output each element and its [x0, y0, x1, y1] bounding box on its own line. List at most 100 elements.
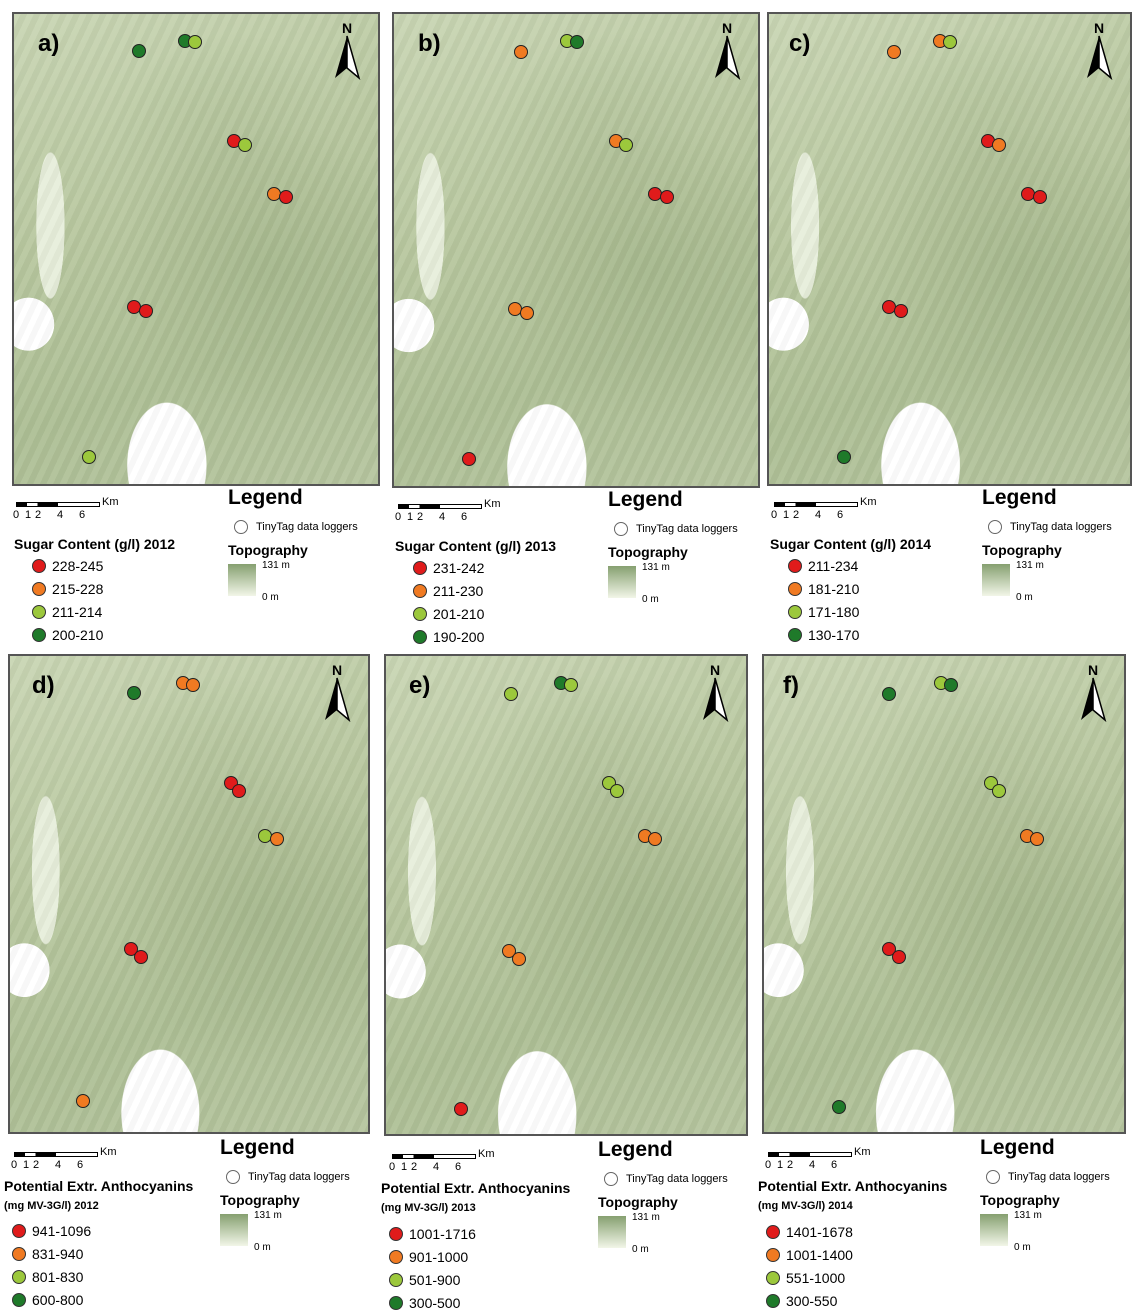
site-marker — [270, 832, 284, 846]
class-label: 300-550 — [786, 1293, 838, 1309]
scale-tick: 0 — [13, 509, 20, 521]
scale-tick: 6 — [455, 1161, 462, 1173]
variable-subtitle: (mg MV-3G/l) 2013 — [381, 1202, 476, 1214]
logger-label: TinyTag data loggers — [256, 521, 358, 533]
legend-class: 171-180 — [788, 604, 859, 620]
class-swatch-orange — [32, 582, 46, 596]
topography-min: 0 m — [1014, 1242, 1031, 1253]
variable-title: Sugar Content (g/l) 2012 — [14, 536, 176, 552]
north-label: N — [1087, 662, 1099, 678]
logger-ring-icon — [986, 1170, 1000, 1184]
site-marker — [943, 35, 957, 49]
logger-legend-item: TinyTag data loggers — [986, 1170, 1110, 1184]
scale-unit: Km — [102, 496, 119, 508]
legend-class: 200-210 — [32, 627, 103, 643]
legend-class: 831-940 — [12, 1246, 83, 1262]
class-swatch-lightgreen — [766, 1271, 780, 1285]
site-marker — [992, 138, 1006, 152]
legend-title: Legend — [608, 488, 683, 511]
scale-tick: 2 — [793, 509, 800, 521]
topography-ramp — [220, 1214, 248, 1246]
topography-ramp — [608, 566, 636, 598]
site-marker — [186, 678, 200, 692]
class-label: 171-180 — [808, 604, 860, 620]
legend-class: 600-800 — [12, 1292, 83, 1308]
scale-tick: 2 — [787, 1159, 794, 1171]
class-swatch-darkgreen — [389, 1296, 403, 1310]
logger-ring-icon — [226, 1170, 240, 1184]
terrain-shading — [394, 14, 758, 486]
scale-bar: Km 0 1 2 4 6 — [11, 1146, 134, 1171]
topography-ramp — [982, 564, 1010, 596]
legend-class: 181-210 — [788, 581, 859, 597]
site-marker — [619, 138, 633, 152]
class-swatch-lightgreen — [413, 607, 427, 621]
logger-label: TinyTag data loggers — [1010, 521, 1112, 533]
topography-title: Topography — [220, 1192, 300, 1208]
scale-tick: 1 — [783, 509, 790, 521]
topography-title: Topography — [228, 542, 308, 558]
map-panel — [384, 654, 748, 1136]
variable-title: Sugar Content (g/l) 2014 — [770, 536, 932, 552]
class-label: 228-245 — [52, 558, 104, 574]
class-swatch-red — [788, 559, 802, 573]
legend-class: 228-245 — [32, 558, 103, 574]
scale-tick: 4 — [439, 511, 446, 523]
scale-tick: 6 — [77, 1159, 84, 1171]
logger-ring-icon — [614, 522, 628, 536]
legend-title: Legend — [982, 486, 1057, 509]
scale-tick: 6 — [831, 1159, 838, 1171]
site-marker — [570, 35, 584, 49]
class-label: 215-228 — [52, 581, 104, 597]
legend-class: 190-200 — [413, 629, 484, 645]
scale-bar-graphic — [398, 504, 482, 509]
site-marker — [1030, 832, 1044, 846]
class-swatch-orange — [389, 1250, 403, 1264]
scale-unit: Km — [478, 1148, 495, 1160]
site-marker — [139, 304, 153, 318]
logger-ring-icon — [988, 520, 1002, 534]
class-swatch-darkgreen — [766, 1294, 780, 1308]
legend-class: 201-210 — [413, 606, 484, 622]
terrain-shading — [764, 656, 1124, 1132]
scale-tick: 0 — [11, 1159, 18, 1171]
scale-tick: 4 — [809, 1159, 816, 1171]
panel-label: e) — [409, 672, 431, 699]
terrain-shading — [14, 14, 378, 484]
class-swatch-red — [413, 561, 427, 575]
legend-class: 130-170 — [788, 627, 859, 643]
site-marker — [504, 687, 518, 701]
legend-class: 211-234 — [788, 558, 858, 574]
scale-tick: 6 — [79, 509, 86, 521]
site-marker — [512, 952, 526, 966]
class-label: 831-940 — [32, 1246, 84, 1262]
scale-tick: 4 — [57, 509, 64, 521]
legend-class: 300-550 — [766, 1293, 837, 1309]
site-marker — [462, 452, 476, 466]
topography-min: 0 m — [262, 592, 279, 603]
site-marker — [992, 784, 1006, 798]
site-marker — [514, 45, 528, 59]
site-marker — [894, 304, 908, 318]
site-marker — [564, 678, 578, 692]
topography-min: 0 m — [1016, 592, 1033, 603]
terrain-shading — [769, 14, 1130, 484]
logger-ring-icon — [234, 520, 248, 534]
north-arrow-icon: N — [712, 20, 742, 80]
legend-title: Legend — [980, 1136, 1055, 1159]
scale-bar: Km 0 1 2 4 6 — [771, 496, 894, 521]
site-marker — [232, 784, 246, 798]
map-panel — [392, 12, 760, 488]
topography-ramp — [598, 1216, 626, 1248]
logger-label: TinyTag data loggers — [636, 523, 738, 535]
panel-label: a) — [38, 30, 60, 57]
legend-class: 231-242 — [413, 560, 484, 576]
logger-label: TinyTag data loggers — [626, 1173, 728, 1185]
topography-title: Topography — [598, 1194, 678, 1210]
class-swatch-red — [32, 559, 46, 573]
site-marker — [887, 45, 901, 59]
scale-tick: 4 — [815, 509, 822, 521]
legend-class: 551-1000 — [766, 1270, 845, 1286]
topography-ramp — [980, 1214, 1008, 1246]
north-arrow-icon: N — [1084, 20, 1114, 80]
